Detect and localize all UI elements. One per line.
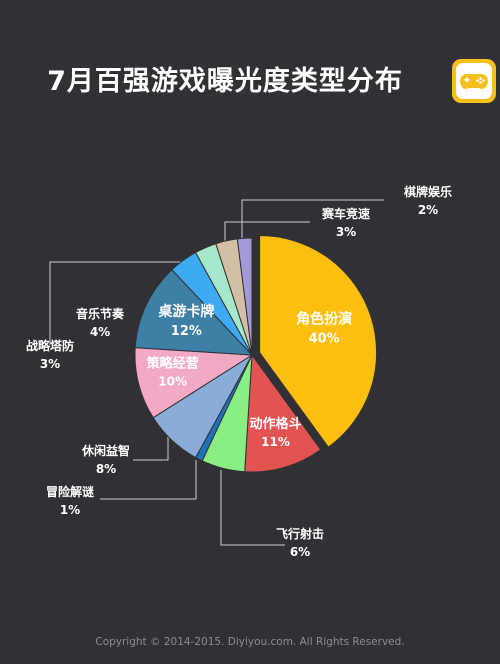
slice-value-label: 40% (309, 332, 340, 347)
logo-inner (456, 63, 492, 99)
slice-category-label: 赛车竞速 (321, 206, 370, 221)
slice-value-label: 10% (158, 374, 187, 388)
leader-line (224, 221, 310, 244)
slice-category-label: 策略经营 (147, 355, 199, 371)
slice-value-label: 2% (418, 203, 438, 217)
leader-line (220, 470, 285, 546)
slice-value-label: 1% (60, 503, 80, 517)
copyright-footer: Copyright © 2014-2015. Diyiyou.com. All … (95, 636, 405, 648)
slice-value-label: 6% (290, 545, 310, 559)
slice-category-label: 飞行射击 (276, 526, 324, 541)
slice-category-label: 棋牌娱乐 (404, 184, 452, 199)
slice-category-label: 动作格斗 (249, 416, 301, 432)
slice-category-label: 角色扮演 (296, 311, 352, 328)
slice-category-label: 休闲益智 (81, 443, 130, 458)
leader-line (49, 261, 184, 345)
slice-category-label: 音乐节奏 (76, 306, 125, 321)
slice-value-label: 8% (96, 462, 116, 476)
pie-slices (134, 235, 378, 473)
chart-title: 7月百强游戏曝光度类型分布 (47, 66, 403, 97)
pie-slice-1 (259, 235, 378, 448)
slice-value-label: 4% (90, 325, 110, 339)
leader-lines (49, 199, 384, 546)
pie-slice-11 (236, 237, 253, 356)
pie-slice-7 (134, 269, 254, 356)
slice-category-label: 冒险解谜 (46, 484, 95, 499)
slice-value-label: 3% (40, 357, 60, 371)
slice-category-label: 桌游卡牌 (158, 303, 214, 320)
logo (452, 59, 496, 103)
slice-value-label: 11% (261, 435, 290, 449)
slice-value-label: 3% (336, 225, 356, 239)
leader-line (241, 199, 384, 240)
leader-line (100, 460, 197, 500)
pie-slice-6 (134, 347, 254, 419)
gamepad-icon (460, 74, 488, 89)
pie-labels: 角色扮演 40% 动作格斗 11% 飞行射击 6% 冒险解谜 1% 休闲益智 8% 策略经营 10% 桌… (26, 184, 452, 559)
slice-category-label: 战略塔防 (26, 338, 74, 353)
pie-slice-2 (244, 353, 322, 473)
slice-value-label: 12% (171, 324, 202, 339)
leader-line (133, 436, 169, 461)
